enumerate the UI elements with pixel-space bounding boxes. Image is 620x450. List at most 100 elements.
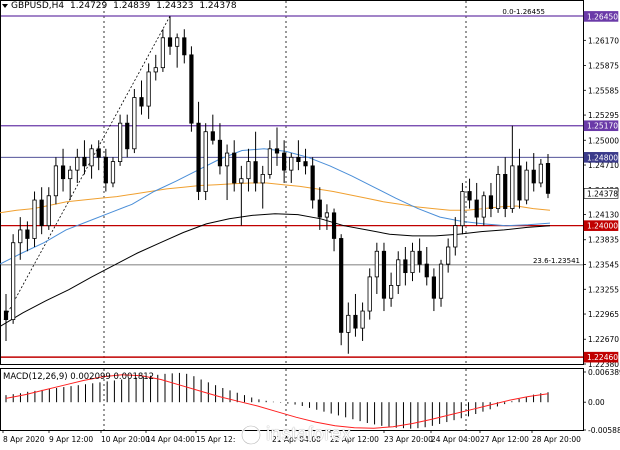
candle-body [110, 161, 116, 184]
candle-body [175, 37, 180, 47]
macd-params: MACD(12,26,9) 0.002099 0.001812 [3, 372, 155, 382]
horizontal-levels[interactable]: 0.0-1.26455 23.6-1.23541 [1, 8, 583, 358]
candle-body [89, 148, 94, 167]
candle-body [310, 165, 315, 201]
candle-body [189, 54, 194, 124]
candle-body [146, 71, 151, 107]
price-box-label: 1.24800 [587, 153, 618, 162]
candle-body [339, 238, 344, 333]
price-tick-label: 1.25875 [588, 62, 619, 71]
time-tick-label: 22 Apr 12:00 [330, 435, 379, 444]
candle-body [232, 152, 237, 184]
time-tick-label: 27 Apr 12:00 [480, 435, 529, 444]
price-axis: 1.26170 1.25875 1.25585 1.25295 1.25000 1.247… [583, 36, 619, 369]
candle-body [324, 212, 330, 218]
price-box-label: 1.25170 [587, 122, 618, 131]
candle-body [438, 263, 444, 299]
high-value: 1.24839 [113, 1, 151, 11]
candle-body [353, 314, 358, 329]
price-box [583, 351, 619, 363]
time-tick-label: 21 Apr 04:00 [272, 435, 321, 444]
candle-body [453, 225, 458, 248]
price-box-label: 1.26450 [587, 12, 618, 21]
candle-body [203, 131, 208, 192]
price-tick-label: 1.25295 [588, 111, 619, 120]
candle-body [224, 152, 230, 167]
candle-body [481, 195, 486, 218]
candle-body [167, 37, 173, 47]
price-tick-label: 1.23545 [588, 261, 619, 270]
price-tick-label: 1.22670 [588, 335, 619, 344]
candle-body [246, 161, 251, 180]
time-tick-label: 24 Apr 04:00 [431, 435, 480, 444]
candle-body [217, 139, 223, 167]
candle-body [196, 122, 201, 192]
macd-pane-frame [0, 368, 584, 431]
candle-body [3, 310, 9, 320]
low-value: 1.24323 [156, 1, 194, 11]
price-tick-label: 1.23835 [588, 236, 619, 245]
candle-body [467, 191, 472, 201]
candle-body [524, 169, 529, 201]
macd-tick-label: 0.00 [588, 398, 605, 407]
price-tick-label: 1.22380 [588, 360, 619, 369]
candle-body [60, 165, 66, 180]
candle-body [282, 152, 287, 171]
price-box-label: 1.24000 [587, 222, 618, 231]
candle-body [239, 178, 244, 184]
watermark: instaforex [240, 424, 351, 446]
candle-body [68, 169, 73, 180]
candlesticks [3, 16, 551, 354]
price-tick-label: 1.25000 [588, 136, 619, 145]
candle-body [82, 156, 87, 167]
candle-body [538, 163, 543, 184]
candle-body [210, 131, 215, 141]
price-tick-label: 1.24130 [588, 211, 619, 220]
time-tick-label: 8 Apr 2020 [3, 435, 45, 444]
candle-body [103, 156, 108, 184]
candle-body [381, 250, 387, 299]
price-box [583, 11, 619, 22]
candle-body [403, 259, 408, 274]
macd-signal-line [5, 374, 549, 429]
price-tick-label: 1.26170 [588, 36, 619, 45]
candle-body [517, 165, 522, 201]
candle-body [510, 165, 515, 209]
candle-body [46, 195, 51, 227]
candle-body [374, 250, 379, 278]
candle-body [253, 161, 258, 184]
price-tick-label: 1.23255 [588, 285, 619, 294]
candle-body [18, 229, 23, 244]
price-box [583, 188, 619, 199]
candle-body [360, 310, 365, 329]
candle-body [32, 199, 37, 239]
chevron-down-icon[interactable] [2, 3, 8, 8]
close-value: 1.24378 [199, 1, 237, 11]
candle-body [53, 165, 59, 197]
price-tick-label: 1.24710 [588, 161, 619, 170]
moving-average-black [0, 213, 551, 327]
candle-body [417, 250, 422, 265]
fib-label-top: 0.0-1.26455 [502, 8, 545, 16]
candle-body [474, 199, 479, 218]
symbol-label: GBPUSD,H4 [11, 1, 65, 11]
watermark-text: instaforex [266, 424, 352, 445]
candle-body [25, 229, 30, 239]
candle-body [153, 67, 158, 73]
candle-body [446, 246, 451, 265]
candle-body [132, 97, 137, 150]
candle-body [503, 174, 508, 209]
price-box [583, 220, 619, 231]
symbol-header: GBPUSD,H4 1.24729 1.24839 1.24323 1.2437… [2, 1, 240, 11]
fibonacci-trendline[interactable] [3, 15, 171, 320]
candle-body [267, 148, 272, 175]
macd-label: MACD(12,26,9) 0.002099 0.001812 [3, 372, 156, 382]
candle-body [11, 242, 16, 320]
candle-body [274, 148, 280, 154]
fib-dashed-line [3, 15, 171, 320]
candle-body [396, 259, 401, 286]
candle-body [296, 156, 301, 163]
time-tick-label: 15 Apr 12: [196, 435, 235, 444]
